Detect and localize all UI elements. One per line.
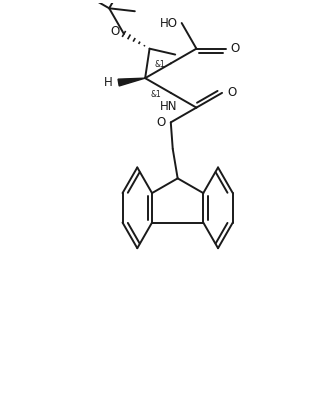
Text: O: O	[111, 25, 120, 38]
Text: HN: HN	[160, 100, 178, 113]
Text: &1: &1	[150, 90, 161, 99]
Text: HO: HO	[160, 17, 178, 30]
Text: &1: &1	[154, 61, 165, 69]
Polygon shape	[118, 78, 145, 86]
Text: O: O	[157, 116, 166, 129]
Text: H: H	[104, 76, 113, 89]
Text: O: O	[231, 42, 240, 55]
Text: O: O	[227, 86, 236, 99]
